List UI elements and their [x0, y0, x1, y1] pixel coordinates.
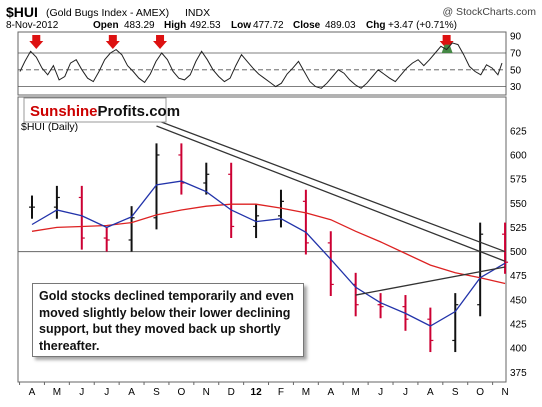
source-label: @ StockCharts.com — [442, 6, 536, 18]
price-tick-label: 550 — [510, 199, 527, 210]
chg-label: Chg — [366, 20, 385, 31]
sell-signal-arrow-icon — [29, 35, 44, 49]
sell-signal-arrow-icon — [153, 35, 168, 49]
x-tick-label: N — [501, 387, 508, 398]
high-value: 492.53 — [190, 20, 221, 31]
trendline — [156, 119, 506, 253]
x-tick-label: J — [79, 387, 84, 398]
x-tick-label: 12 — [251, 387, 263, 398]
trendline — [355, 266, 506, 296]
price-tick-label: 425 — [510, 320, 527, 331]
moving-average-blue-line — [31, 180, 506, 327]
price-tick-label: 400 — [510, 344, 527, 355]
x-tick-label: M — [53, 387, 61, 398]
x-tick-label: A — [327, 387, 334, 398]
x-tick-label: A — [128, 387, 135, 398]
price-tick-label: 575 — [510, 175, 527, 186]
sell-signal-arrow-icon — [439, 35, 454, 49]
logo-part2: Profits.com — [98, 103, 181, 120]
x-tick-label: A — [29, 387, 36, 398]
date-label: 8-Nov-2012 — [6, 20, 59, 31]
low-value: 477.72 — [253, 20, 284, 31]
rsi-panel-frame — [17, 31, 507, 96]
close-value: 489.03 — [325, 20, 356, 31]
logo-box — [23, 97, 167, 123]
price-tick-label: 475 — [510, 271, 527, 282]
x-tick-label: J — [403, 387, 408, 398]
open-label: Open — [93, 20, 119, 31]
annotation-callout: Gold stocks declined temporarily and eve… — [32, 283, 304, 357]
rsi-tick-label: 70 — [510, 49, 522, 60]
x-tick-label: J — [104, 387, 109, 398]
price-tick-label: 525 — [510, 223, 527, 234]
x-tick-label: J — [378, 387, 383, 398]
price-tick-label: 600 — [510, 150, 527, 161]
sell-signal-arrow-icon — [105, 35, 120, 49]
high-label: High — [164, 20, 186, 31]
sunshine-profits-logo: SunshineProfits.com — [23, 97, 180, 123]
logo-part1: Sunshine — [30, 103, 98, 120]
x-tick-label: S — [452, 387, 459, 398]
trendline — [156, 125, 506, 262]
price-tick-label: 625 — [510, 126, 527, 137]
x-tick-label: M — [302, 387, 310, 398]
symbol-title: $HUI — [6, 4, 38, 20]
close-label: Close — [293, 20, 321, 31]
rsi-line — [19, 42, 503, 89]
price-tick-label: 450 — [510, 295, 527, 306]
open-value: 483.29 — [124, 20, 155, 31]
x-tick-label: M — [352, 387, 360, 398]
chg-value: +3.47 (+0.71%) — [388, 20, 457, 31]
rsi-panel: 30 50 70 90 — [17, 31, 522, 96]
x-tick-label: O — [177, 387, 185, 398]
x-tick-label: F — [278, 387, 284, 398]
low-label: Low — [231, 20, 251, 31]
rsi-tick-label: 90 — [510, 32, 522, 43]
logo-text: SunshineProfits.com — [30, 103, 180, 120]
index-name: (Gold Bugs Index - AMEX) — [46, 7, 169, 19]
price-tick-label: 500 — [510, 247, 527, 258]
price-panel-label: $HUI (Daily) — [21, 121, 78, 133]
exchange-label: INDX — [185, 7, 210, 19]
x-tick-label: O — [476, 387, 484, 398]
rsi-tick-label: 30 — [510, 82, 522, 93]
x-tick-label: A — [427, 387, 434, 398]
rsi-tick-label: 50 — [510, 65, 522, 76]
price-tick-label: 375 — [510, 368, 527, 379]
x-tick-label: N — [203, 387, 210, 398]
x-tick-label: D — [228, 387, 235, 398]
x-tick-label: S — [153, 387, 160, 398]
